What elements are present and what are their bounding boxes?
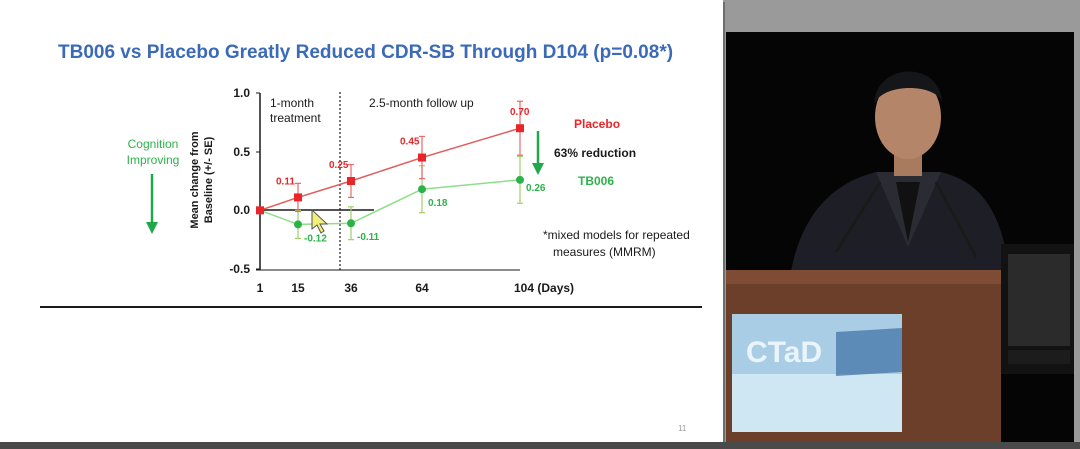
reduction-arrow-icon [532,131,544,175]
slide-title: TB006 vs Placebo Greatly Reduced CDR-SB … [58,42,674,63]
data-label: 0.70 [510,107,530,118]
x-tick-label: 104 (Days) [514,281,574,295]
footnote-line2: measures (MMRM) [553,245,656,259]
x-tick-label: 64 [415,281,429,295]
slide: TB006 vs Placebo Greatly Reduced CDR-SB … [0,0,723,442]
data-point [516,124,524,133]
bottom-bar [0,442,1080,449]
x-tick-label: 36 [344,281,358,295]
legend-tb006: TB006 [578,174,614,188]
series-line [259,179,521,226]
cognition-label-line1: Cognition [128,137,179,151]
data-point [294,220,302,229]
data-point [418,185,426,194]
x-tick-label: 1 [257,281,264,295]
data-point [294,193,302,202]
podium-logo-text: CTaD [746,336,822,369]
series-placebo: 0.11 0.25 0.45 0.70 [256,100,530,215]
chart: Mean change from Baseline (+/- SE) 1.0 0… [127,86,690,295]
series-layer: -0.12 -0.11 0.18 0.26 0.11 0.25 0.45 0.70 [256,100,546,244]
data-point [418,153,426,162]
podium: CTaD [726,270,1001,442]
data-point [516,175,524,184]
mouse-cursor-icon [311,208,329,234]
x-ticks: 1 15 36 64 104 (Days) [257,281,574,295]
data-point [347,219,355,228]
page-number: 11 [678,424,687,433]
y-tick-label: 0.0 [233,203,250,217]
data-label: 0.11 [276,176,295,187]
cognition-label-line2: Improving [127,153,180,167]
y-tick-label: -0.5 [229,262,250,276]
down-arrow-icon [146,174,158,234]
data-label: -0.12 [304,233,327,244]
phase1-label-line2: treatment [270,111,321,125]
y-ticks: 1.0 0.5 0.0 -0.5 [229,86,260,276]
speaker-figure [788,71,1011,292]
x-tick-label: 15 [291,281,305,295]
slide-divider [40,306,702,308]
reduction-label: 63% reduction [554,146,636,160]
footnote-line1: *mixed models for repeated [543,228,690,242]
legend-placebo: Placebo [574,117,620,131]
y-axis-label-line1: Mean change from [189,131,201,228]
data-label: 0.26 [526,183,546,194]
data-point [256,206,264,215]
speaker-video: CTaD [726,32,1074,442]
y-tick-label: 0.5 [233,145,250,159]
data-label: 0.25 [329,160,349,171]
y-axis-label-line2: Baseline (+/- SE) [203,136,215,223]
phase1-label-line1: 1-month [270,96,314,110]
data-label: -0.11 [357,232,380,243]
data-label: 0.18 [428,198,448,209]
monitor [1001,244,1074,374]
speaker-video-image: CTaD [726,32,1074,442]
phase2-label: 2.5-month follow up [369,96,474,110]
data-label: 0.45 [400,137,420,148]
y-tick-label: 1.0 [233,86,250,100]
data-point [347,177,355,185]
